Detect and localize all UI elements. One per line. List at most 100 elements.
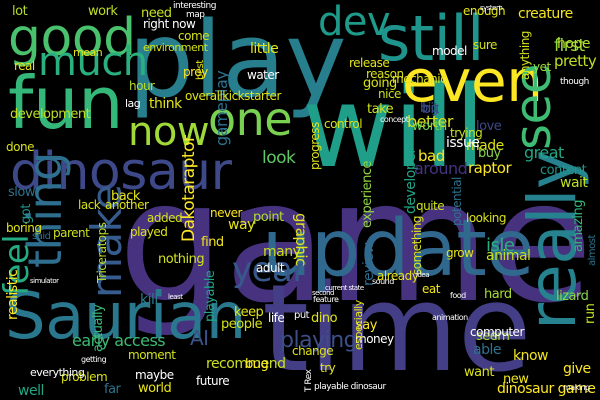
word: try — [320, 361, 336, 375]
word: dinosaur — [10, 142, 232, 202]
word: added — [147, 211, 183, 225]
word: yet — [533, 60, 551, 74]
word: animal — [486, 248, 531, 264]
word: release — [349, 56, 390, 70]
word: able — [473, 342, 501, 358]
word: see — [504, 63, 562, 150]
word: actually — [91, 304, 106, 352]
word: done — [6, 140, 34, 154]
word: far — [104, 382, 121, 397]
word: food — [450, 291, 466, 300]
word: buy — [478, 146, 501, 161]
word: early access — [72, 331, 166, 350]
word: think — [149, 96, 182, 112]
word: isle — [486, 235, 515, 256]
word: realistic — [5, 269, 21, 320]
word: seem — [476, 329, 510, 344]
word: dinosaur game — [497, 381, 596, 397]
word: still — [378, 2, 484, 75]
word: life — [268, 311, 285, 325]
word: say — [356, 318, 377, 333]
word: issue — [446, 135, 480, 151]
word: lack — [78, 198, 101, 212]
word: world — [138, 381, 172, 396]
word: playable dinosaur — [314, 382, 386, 392]
word: know — [513, 348, 549, 364]
word: adult — [256, 261, 285, 275]
word: love — [476, 119, 502, 134]
word: idea — [416, 271, 429, 279]
word: first — [554, 36, 585, 56]
word: water — [247, 68, 279, 82]
word: creature — [518, 6, 573, 22]
word: year — [232, 250, 306, 290]
word: great — [524, 143, 564, 162]
word: dino — [311, 311, 338, 326]
word: reason — [366, 67, 404, 81]
word: though — [560, 77, 589, 87]
word: one — [208, 92, 293, 146]
word: take — [367, 102, 394, 117]
word: going — [363, 76, 397, 91]
word: now — [128, 109, 210, 155]
word: AI — [190, 326, 209, 350]
word: people — [221, 317, 263, 332]
word: money — [355, 332, 394, 346]
word: enough — [463, 4, 506, 18]
word: right now — [143, 17, 196, 31]
word: least — [168, 293, 183, 301]
word: map — [186, 10, 205, 20]
word: nothing — [158, 252, 205, 267]
word: made — [466, 138, 504, 154]
word: Dakotaraptor — [179, 135, 199, 242]
word: something — [410, 215, 424, 275]
word: hour — [129, 79, 155, 93]
word: prey — [183, 65, 208, 79]
word: want — [464, 365, 494, 380]
word: will — [302, 63, 485, 193]
word: animation — [432, 313, 468, 322]
word: looking — [466, 211, 507, 225]
word: parent — [53, 226, 90, 240]
word: almost — [587, 235, 598, 266]
word: give — [563, 361, 591, 377]
word: work — [88, 4, 118, 19]
word: concept — [380, 115, 409, 124]
word: said — [32, 231, 51, 242]
word: game — [118, 144, 593, 340]
word: amazing — [571, 199, 586, 252]
word: model — [432, 44, 467, 58]
word: back — [111, 189, 140, 204]
word: anything — [518, 31, 532, 80]
word: quite — [416, 199, 445, 213]
word: sound — [372, 277, 394, 286]
word: slow — [8, 185, 35, 200]
word: computer — [470, 325, 524, 339]
word: real — [14, 59, 35, 73]
word: lizard — [556, 289, 589, 304]
word: recommend — [206, 356, 286, 372]
word: mean — [73, 46, 103, 59]
word: trying — [450, 126, 483, 140]
word: kill — [140, 292, 158, 308]
word: played — [130, 225, 168, 239]
word: everything — [30, 366, 85, 379]
word: big — [420, 101, 439, 116]
word: change — [292, 344, 334, 358]
word: another — [105, 198, 149, 212]
word: getting — [81, 355, 107, 364]
word: gameplay — [212, 70, 231, 146]
word: eat — [422, 282, 440, 296]
word: overallkickstarter — [185, 89, 281, 103]
word: raptor — [468, 159, 512, 177]
word: moment — [128, 348, 176, 362]
word: pretty — [554, 52, 597, 70]
word: bit — [422, 101, 439, 117]
word: Triceratops — [95, 222, 109, 283]
word: even — [402, 47, 543, 115]
word: around — [414, 159, 468, 178]
word: making — [563, 383, 590, 392]
word: find — [201, 235, 224, 250]
word: current state — [325, 284, 364, 292]
